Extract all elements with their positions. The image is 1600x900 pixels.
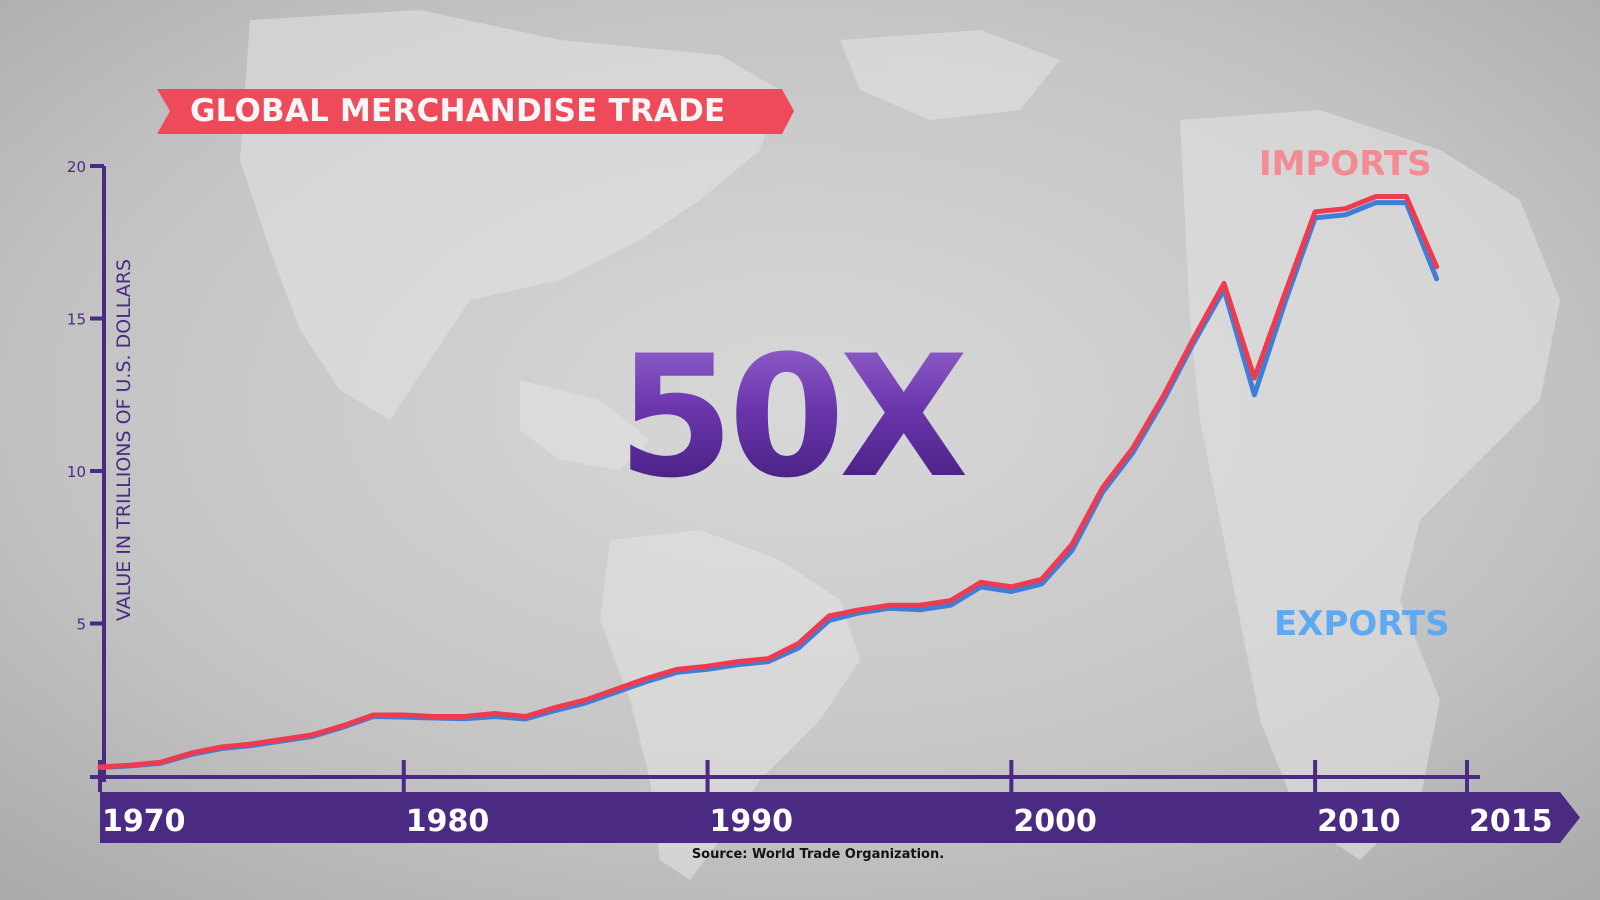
y-axis-label: VALUE IN TRILLIONS OF U.S. DOLLARS xyxy=(113,258,135,622)
y-tick-label: 10 xyxy=(67,463,86,481)
chart-title: GLOBAL MERCHANDISE TRADE xyxy=(190,93,726,129)
x-axis-band xyxy=(100,792,1580,843)
x-tick-label: 1990 xyxy=(710,804,794,839)
x-tick-label: 2000 xyxy=(1013,804,1096,839)
y-tick-label: 15 xyxy=(67,311,86,329)
legend-exports: EXPORTS xyxy=(1274,604,1450,644)
y-axis: 5 10 15 20 xyxy=(67,158,106,782)
y-tick-label: 20 xyxy=(67,158,86,176)
y-tick-label: 5 xyxy=(76,616,86,634)
source-note: Source: World Trade Organization. xyxy=(691,847,945,862)
legend-imports: IMPORTS xyxy=(1259,144,1432,184)
x-tick-label: 1970 xyxy=(102,804,186,839)
series-layer xyxy=(97,194,1440,770)
x-tick-label: 2010 xyxy=(1317,804,1401,839)
x-axis: 1970 1980 1990 2000 2010 2015 xyxy=(90,760,1580,843)
x-tick-label: 1980 xyxy=(406,804,490,839)
multiplier-callout: 50X xyxy=(600,322,980,512)
x-tick-label: 2015 xyxy=(1469,804,1553,839)
title-banner xyxy=(157,89,794,134)
